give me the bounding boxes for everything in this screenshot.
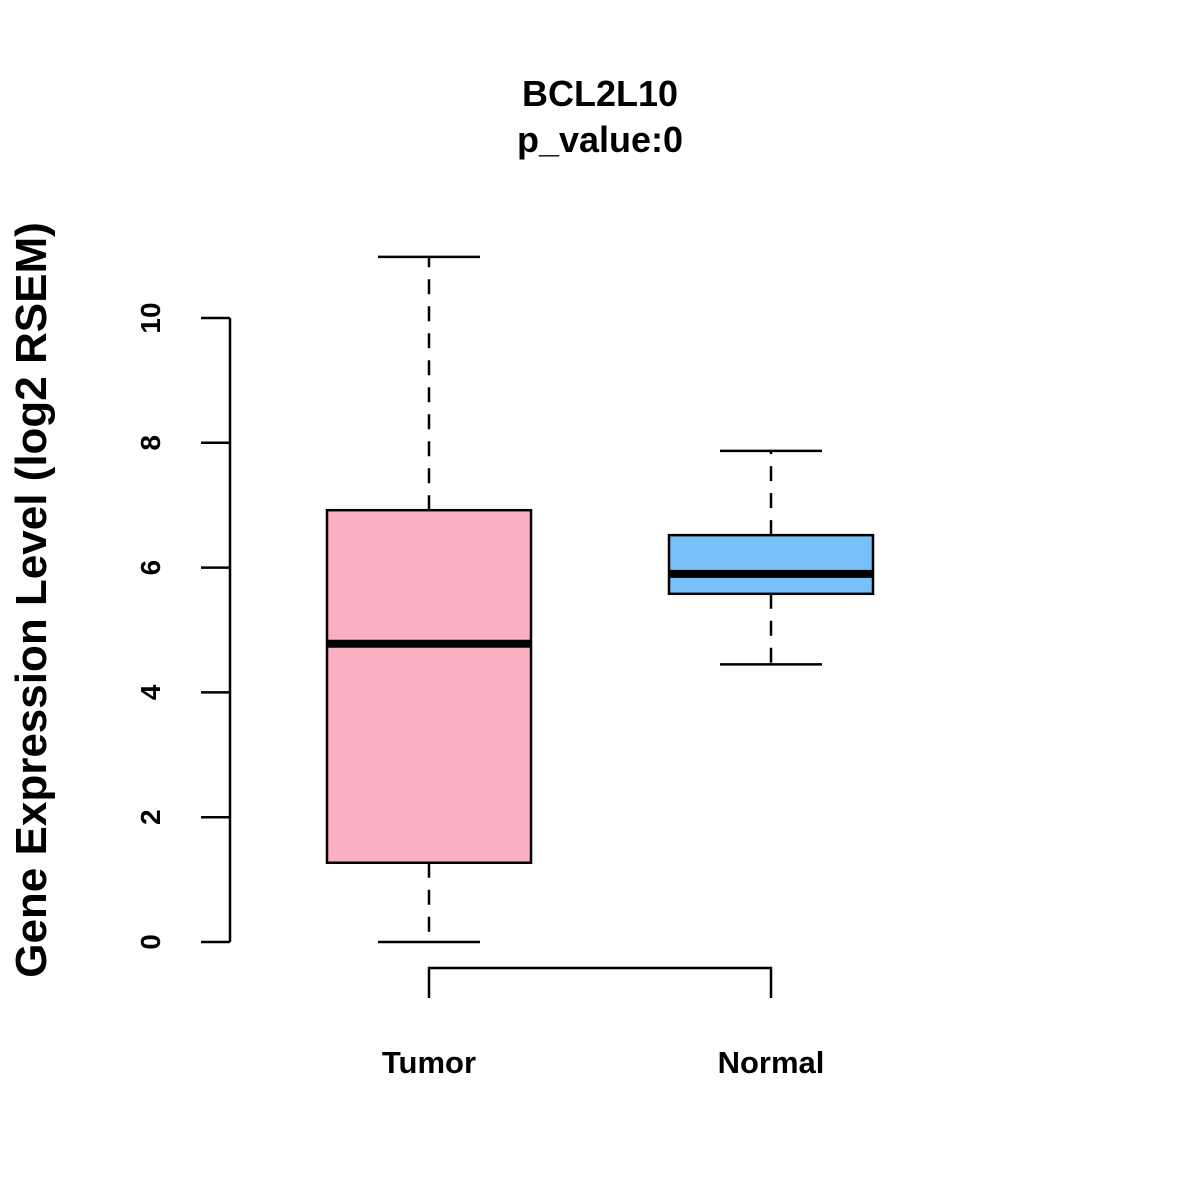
iqr-box xyxy=(667,533,875,596)
y-tick-label: 4 xyxy=(135,684,166,700)
boxes xyxy=(325,255,875,944)
chart-title: BCL2L10 xyxy=(522,73,678,114)
y-tick-label: 10 xyxy=(135,302,166,333)
y-tick-label: 6 xyxy=(135,560,166,576)
bracket-line xyxy=(427,966,773,998)
x-axis-labels: Tumor Normal xyxy=(382,1045,824,1080)
iqr-box xyxy=(325,508,533,865)
comparison-bracket xyxy=(427,966,773,998)
x-label-normal: Normal xyxy=(718,1045,825,1080)
y-tick-label: 0 xyxy=(135,934,166,950)
y-axis: 0 2 4 6 8 10 xyxy=(135,302,232,950)
box-normal xyxy=(667,449,875,666)
chart-subtitle: p_value:0 xyxy=(517,119,683,160)
y-axis-label: Gene Expression Level (log2 RSEM) xyxy=(7,222,56,978)
x-label-tumor: Tumor xyxy=(382,1045,476,1080)
y-tick-label: 8 xyxy=(135,435,166,451)
box-tumor xyxy=(325,255,533,944)
y-tick-label: 2 xyxy=(135,809,166,825)
